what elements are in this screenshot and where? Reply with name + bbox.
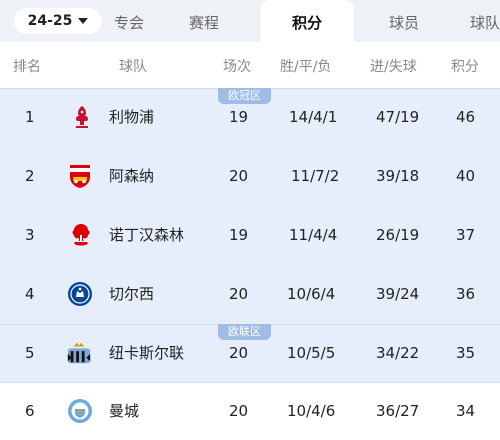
tab-standings[interactable]: 积分 xyxy=(260,0,354,42)
points-cell: 34 xyxy=(456,402,476,420)
rank-cell: 2 xyxy=(25,167,35,185)
liverpool-crest-icon xyxy=(75,106,89,128)
played-cell: 19 xyxy=(229,108,249,126)
arsenal-crest-icon xyxy=(70,165,90,188)
team-name: 诺丁汉森林 xyxy=(109,226,185,244)
tab-bar: 24-25 专会 赛程 积分 球员 球队 xyxy=(0,0,500,42)
header-team: 球队 xyxy=(119,59,147,75)
table-row[interactable]: 6 曼城 20 10/4/6 36/27 34 xyxy=(0,382,500,440)
season-label: 24-25 xyxy=(27,13,73,29)
goals-cell: 39/18 xyxy=(376,167,420,185)
team-name: 纽卡斯尔联 xyxy=(109,344,185,362)
nottingham-forest-crest-icon xyxy=(72,224,90,246)
newcastle-crest-icon xyxy=(67,342,91,364)
goals-cell: 26/19 xyxy=(376,226,420,244)
table-row[interactable]: 1 利物浦 19 14/4/1 47/19 46 xyxy=(0,88,500,146)
uel-zone-tag: 欧联区 xyxy=(218,324,271,340)
played-cell: 20 xyxy=(229,344,249,362)
header-wdl: 胜/平/负 xyxy=(280,59,332,75)
table-row[interactable]: 5 纽卡斯尔联 20 10/5/5 34/22 35 xyxy=(0,324,500,382)
goals-cell: 47/19 xyxy=(376,108,420,126)
points-cell: 36 xyxy=(456,285,476,303)
rank-cell: 5 xyxy=(25,344,35,362)
rank-cell: 3 xyxy=(25,226,35,244)
points-cell: 40 xyxy=(456,167,476,185)
season-selector[interactable]: 24-25 xyxy=(14,8,102,34)
tab-players[interactable]: 球员 xyxy=(389,14,420,32)
goals-cell: 34/22 xyxy=(376,344,420,362)
points-cell: 46 xyxy=(456,108,476,126)
header-goals: 进/失球 xyxy=(370,59,417,75)
team-name: 阿森纳 xyxy=(109,167,155,185)
divider xyxy=(0,382,500,383)
header-points: 积分 xyxy=(451,59,479,75)
header-played: 场次 xyxy=(223,59,251,75)
wdl-cell: 10/6/4 xyxy=(287,285,336,303)
team-name: 利物浦 xyxy=(109,108,155,126)
played-cell: 19 xyxy=(229,226,249,244)
wdl-cell: 11/4/4 xyxy=(289,226,338,244)
played-cell: 20 xyxy=(229,167,249,185)
tab-cup[interactable]: 专会 xyxy=(114,14,145,32)
team-name: 切尔西 xyxy=(109,285,155,303)
goals-cell: 39/24 xyxy=(376,285,420,303)
header-rank: 排名 xyxy=(13,59,41,75)
table-header: 排名 球队 场次 胜/平/负 进/失球 积分 xyxy=(0,42,500,88)
goals-cell: 36/27 xyxy=(376,402,420,420)
chelsea-crest-icon xyxy=(68,282,92,306)
table-row[interactable]: 4 切尔西 20 10/6/4 39/24 36 xyxy=(0,265,500,323)
table-row[interactable]: 3 诺丁汉森林 19 11/4/4 26/19 37 xyxy=(0,206,500,264)
wdl-cell: 10/4/6 xyxy=(287,402,336,420)
tab-teams[interactable]: 球队 xyxy=(470,14,500,32)
team-name: 曼城 xyxy=(109,402,140,420)
chevron-down-icon xyxy=(78,18,89,24)
tab-schedule[interactable]: 赛程 xyxy=(189,14,220,32)
manchester-city-crest-icon xyxy=(68,399,92,423)
wdl-cell: 10/5/5 xyxy=(287,344,336,362)
rank-cell: 1 xyxy=(25,108,35,126)
rank-cell: 6 xyxy=(25,402,35,420)
ucl-zone-tag: 欧冠区 xyxy=(218,88,271,104)
points-cell: 37 xyxy=(456,226,476,244)
played-cell: 20 xyxy=(229,402,249,420)
rank-cell: 4 xyxy=(25,285,35,303)
table-row[interactable]: 2 阿森纳 20 11/7/2 39/18 40 xyxy=(0,147,500,205)
points-cell: 35 xyxy=(456,344,476,362)
wdl-cell: 11/7/2 xyxy=(291,167,340,185)
played-cell: 20 xyxy=(229,285,249,303)
wdl-cell: 14/4/1 xyxy=(289,108,338,126)
